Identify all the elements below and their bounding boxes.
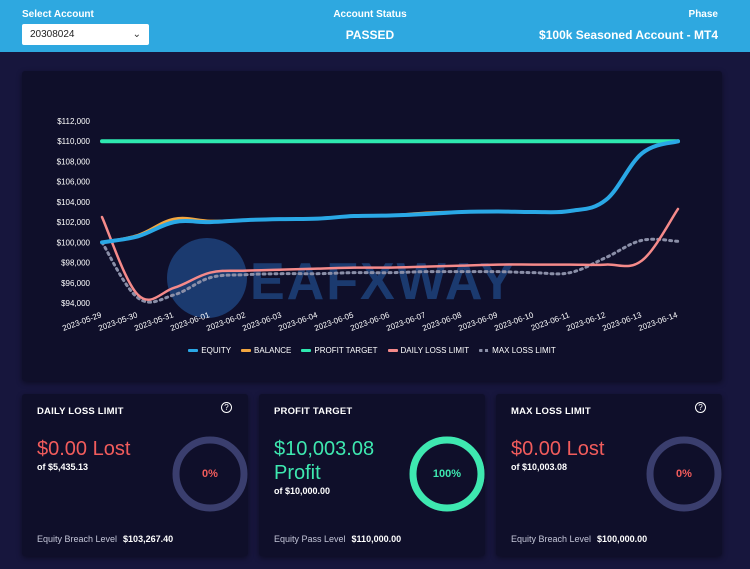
- series-line-equity: [100, 139, 680, 245]
- y-tick-label: $112,000: [57, 117, 90, 126]
- x-tick-label: 2023-06-10: [493, 310, 535, 333]
- account-header: Select Account 20308024 ⌄ Account Status…: [0, 0, 750, 52]
- foot-value: $100,000.00: [597, 534, 648, 544]
- profit-amount: $10,003.08 Profit: [274, 437, 374, 485]
- profit-amount-value: $10,003.08: [274, 438, 375, 460]
- chart-legend: EQUITY BALANCE PROFIT TARGET DAILY LOSS LIM…: [22, 346, 722, 355]
- legend-label: MAX LOSS LIMIT: [492, 346, 556, 355]
- legend-label: DAILY LOSS LIMIT: [400, 346, 470, 355]
- equity-breach-level: Equity Breach Level $100,000.00: [511, 534, 647, 544]
- watermark-logo: EAFXWAY: [167, 238, 516, 318]
- y-tick-label: $98,000: [61, 259, 90, 268]
- legend-item-balance[interactable]: BALANCE: [241, 346, 291, 355]
- progress-ring: [409, 436, 485, 512]
- x-tick-label: 2023-06-12: [565, 310, 607, 333]
- legend-item-equity[interactable]: EQUITY: [188, 346, 231, 355]
- ring-track: [172, 436, 248, 512]
- series-line-daily-loss-limit: [100, 207, 680, 301]
- equity-breach-level: Equity Breach Level $103,267.40: [37, 534, 173, 544]
- progress-percent: 0%: [202, 468, 218, 480]
- x-tick-label: 2023-05-30: [97, 310, 139, 333]
- progress-ring: [646, 436, 722, 512]
- account-select[interactable]: 20308024 ⌄: [22, 24, 149, 45]
- equity-pass-level: Equity Pass Level $110,000.00: [274, 534, 401, 544]
- help-icon[interactable]: ?: [695, 402, 706, 413]
- foot-label: Equity Breach Level: [37, 534, 118, 544]
- card-title: PROFIT TARGET: [274, 406, 353, 417]
- legend-swatch: [301, 349, 312, 353]
- phase-value: $100k Seasoned Account - MT4: [539, 28, 718, 42]
- card-title: DAILY LOSS LIMIT: [37, 406, 124, 417]
- progress-percent: 0%: [676, 468, 692, 480]
- x-tick-label: 2023-06-07: [385, 310, 427, 333]
- profit-of-amount: of $10,000.00: [274, 486, 331, 496]
- loss-of-amount: of $10,003.08: [511, 462, 568, 472]
- legend-swatch: [188, 349, 199, 353]
- legend-item-daily-loss-limit[interactable]: DAILY LOSS LIMIT: [387, 346, 470, 355]
- series-line-balance: [100, 139, 680, 244]
- legend-item-max-loss-limit[interactable]: MAX LOSS LIMIT: [479, 346, 556, 355]
- x-tick-label: 2023-06-05: [313, 310, 355, 333]
- legend-label: EQUITY: [201, 346, 232, 355]
- y-tick-label: $102,000: [57, 218, 91, 227]
- foot-value: $110,000.00: [351, 534, 402, 544]
- legend-label: PROFIT TARGET: [314, 346, 378, 355]
- chevron-down-icon: ⌄: [132, 29, 141, 40]
- x-tick-label: 2023-06-09: [457, 310, 499, 333]
- ring-track: [646, 436, 722, 512]
- x-tick-label: 2023-06-06: [349, 310, 391, 333]
- y-tick-label: $108,000: [57, 157, 91, 166]
- x-tick-label: 2023-06-14: [637, 310, 679, 333]
- card-title: MAX LOSS LIMIT: [511, 406, 591, 417]
- loss-amount: $0.00 Lost: [511, 438, 605, 460]
- account-status-value: PASSED: [345, 28, 395, 42]
- y-tick-label: $96,000: [61, 279, 90, 288]
- daily-loss-limit-card: DAILY LOSS LIMIT ? $0.00 Lost of $5,435.…: [22, 394, 248, 556]
- x-tick-label: 2023-05-31: [133, 310, 175, 333]
- y-tick-label: $104,000: [57, 198, 91, 207]
- loss-of-amount: of $5,435.13: [37, 462, 89, 472]
- account-select-value: 20308024: [30, 29, 75, 40]
- y-tick-label: $100,000: [57, 238, 91, 247]
- watermark-logo-icon: [167, 238, 247, 318]
- progress-ring: [172, 436, 248, 512]
- y-tick-label: $110,000: [57, 137, 90, 146]
- foot-label: Equity Pass Level: [274, 534, 346, 544]
- help-icon[interactable]: ?: [221, 402, 232, 413]
- legend-swatch: [387, 349, 398, 353]
- x-tick-label: 2023-06-04: [277, 310, 319, 333]
- y-tick-label: $94,000: [61, 299, 90, 308]
- x-tick-label: 2023-05-29: [61, 310, 103, 333]
- select-account-label: Select Account: [22, 9, 94, 20]
- phase-label: Phase: [688, 9, 718, 20]
- equity-chart: EAFXWAY $94,000 $96,000 $98,000 $100,000 $102…: [57, 117, 680, 333]
- ring-fill: [409, 436, 485, 512]
- account-status-label: Account Status: [333, 9, 407, 20]
- progress-percent: 100%: [432, 468, 462, 480]
- profit-amount-caption: Profit: [274, 462, 321, 484]
- y-tick-label: $106,000: [57, 178, 91, 187]
- foot-label: Equity Breach Level: [511, 534, 592, 544]
- profit-target-card: PROFIT TARGET $10,003.08 Profit of $10,0…: [259, 394, 485, 556]
- legend-item-profit-target[interactable]: PROFIT TARGET: [301, 346, 378, 355]
- equity-chart-panel: EAFXWAY $94,000 $96,000 $98,000 $100,000 $102…: [22, 71, 722, 381]
- loss-amount: $0.00 Lost: [37, 438, 131, 460]
- legend-swatch: [479, 349, 490, 353]
- x-tick-label: 2023-06-13: [601, 310, 643, 333]
- x-tick-label: 2023-06-08: [421, 310, 463, 333]
- watermark-text: EAFXWAY: [250, 253, 516, 311]
- max-loss-limit-card: MAX LOSS LIMIT ? $0.00 Lost of $10,003.0…: [496, 394, 722, 556]
- legend-label: BALANCE: [254, 346, 292, 355]
- x-tick-label: 2023-06-03: [241, 310, 283, 333]
- foot-value: $103,267.40: [123, 534, 174, 544]
- legend-swatch: [241, 349, 252, 353]
- series-line-max-loss-limit: [100, 237, 680, 304]
- x-tick-label: 2023-06-11: [530, 310, 571, 332]
